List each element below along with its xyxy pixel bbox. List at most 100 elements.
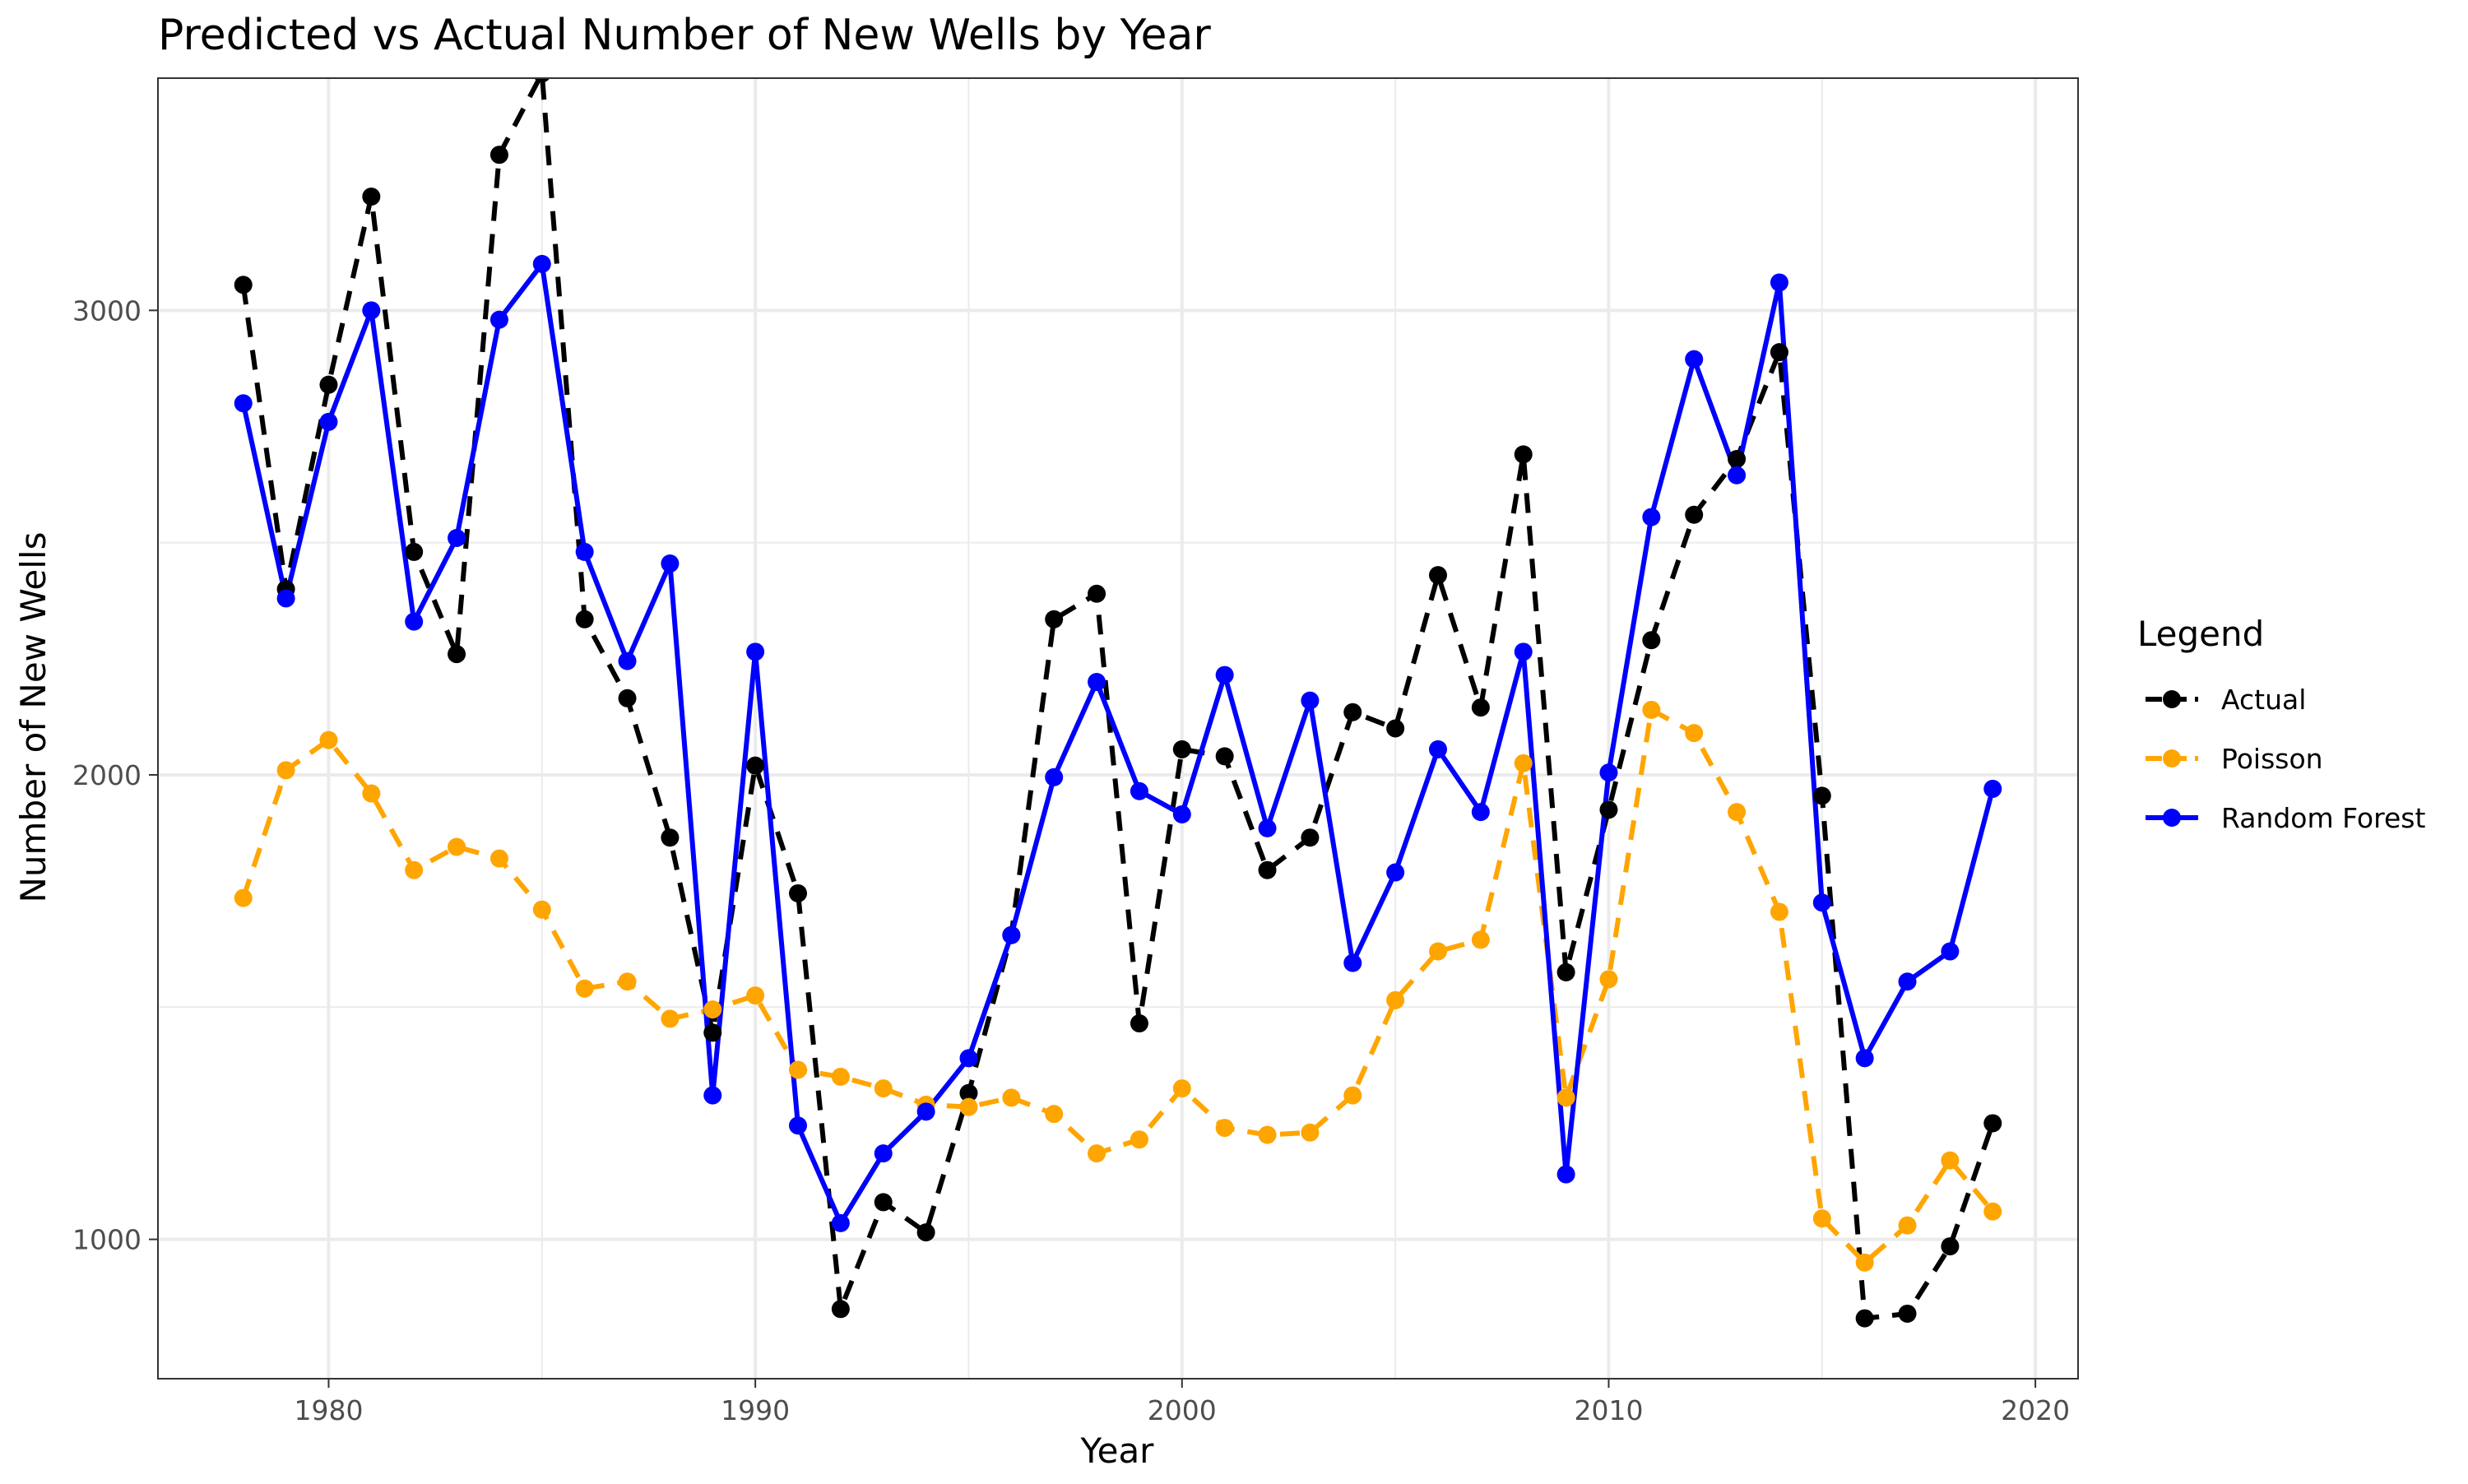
data-point-random-forest [959, 1049, 978, 1068]
data-point-random-forest [1983, 779, 2002, 798]
data-point-poisson [1215, 1119, 1234, 1138]
data-point-actual [1215, 747, 1234, 766]
data-point-poisson [1642, 700, 1661, 719]
data-point-actual [1685, 505, 1704, 524]
data-point-random-forest [276, 589, 295, 608]
data-point-random-forest [831, 1213, 850, 1232]
data-point-actual [1941, 1237, 1960, 1256]
data-point-actual [362, 187, 381, 206]
x-tick-label: 2010 [1574, 1394, 1643, 1426]
data-point-actual [746, 756, 765, 775]
data-point-poisson [831, 1067, 850, 1086]
data-point-random-forest [1386, 863, 1405, 882]
data-point-random-forest [489, 310, 508, 329]
x-tick-label: 2020 [2001, 1394, 2070, 1426]
x-tick-label: 1990 [721, 1394, 790, 1426]
data-point-random-forest [575, 542, 594, 561]
legend-key-point-random-forest [2163, 809, 2181, 827]
data-point-actual [1172, 740, 1191, 758]
data-point-poisson [362, 784, 381, 803]
data-point-actual [1770, 343, 1788, 362]
data-point-actual [234, 276, 253, 294]
data-point-poisson [1728, 803, 1747, 822]
data-point-poisson [1002, 1088, 1021, 1107]
data-point-actual [1898, 1304, 1917, 1323]
data-point-poisson [1812, 1209, 1831, 1228]
data-point-poisson [448, 837, 466, 856]
series-layer [234, 78, 2002, 1328]
data-point-random-forest [532, 254, 551, 273]
data-point-random-forest [1343, 953, 1362, 972]
data-point-actual [1855, 1309, 1874, 1328]
data-point-actual [1983, 1114, 2002, 1133]
legend-label-actual: Actual [2221, 684, 2306, 716]
data-point-actual [489, 146, 508, 165]
data-point-random-forest [405, 612, 424, 631]
data-point-random-forest [703, 1086, 722, 1105]
chart-title: Predicted vs Actual Number of New Wells … [158, 11, 1211, 60]
data-point-random-forest [1215, 665, 1234, 684]
data-point-actual [405, 542, 424, 561]
data-point-poisson [234, 888, 253, 907]
data-point-random-forest [234, 394, 253, 413]
panel-border [157, 77, 2079, 1380]
y-tick-label: 3000 [72, 294, 141, 327]
series-line-actual [240, 78, 1996, 1321]
data-point-actual [1642, 631, 1661, 650]
data-point-poisson [532, 900, 551, 919]
data-point-poisson [874, 1079, 893, 1098]
data-point-random-forest [1514, 642, 1533, 661]
data-point-actual [1599, 800, 1618, 819]
x-axis-label: Year [1080, 1431, 1155, 1471]
data-point-actual [1556, 962, 1575, 981]
data-point-random-forest [1088, 673, 1106, 692]
data-point-random-forest [746, 642, 765, 661]
data-point-random-forest [1941, 942, 1960, 961]
data-point-actual [1812, 786, 1831, 805]
data-point-actual [1088, 584, 1106, 603]
data-point-random-forest [1045, 768, 1064, 786]
data-point-poisson [575, 979, 594, 998]
data-point-poisson [1130, 1130, 1148, 1149]
data-point-random-forest [916, 1102, 935, 1121]
data-point-actual [1130, 1014, 1148, 1033]
data-point-actual [661, 828, 680, 847]
legend-title: Legend [2137, 614, 2264, 654]
data-point-random-forest [789, 1116, 807, 1135]
series-line-random-forest [240, 261, 1996, 1226]
data-point-actual [1045, 610, 1064, 628]
data-point-actual [534, 78, 550, 83]
data-point-actual [959, 1083, 978, 1102]
data-point-random-forest [1130, 781, 1148, 800]
data-point-random-forest [1728, 466, 1747, 485]
data-point-poisson [276, 761, 295, 780]
data-point-poisson [1471, 930, 1490, 949]
data-point-actual [618, 689, 637, 707]
data-point-random-forest [1258, 819, 1277, 837]
legend: Legend Actual Poisson Random Forest [2137, 614, 2425, 834]
data-point-actual [1386, 719, 1405, 738]
data-point-random-forest [1685, 350, 1704, 369]
legend-key-point-poisson [2163, 749, 2181, 768]
data-point-poisson [1599, 970, 1618, 989]
data-point-poisson [703, 1000, 722, 1019]
data-point-poisson [1514, 754, 1533, 772]
data-point-random-forest [319, 412, 338, 431]
legend-key-point-actual [2163, 690, 2181, 708]
data-point-actual [1343, 703, 1362, 721]
data-point-poisson [661, 1009, 680, 1028]
data-point-actual [448, 645, 466, 664]
legend-label-random-forest: Random Forest [2221, 802, 2425, 834]
data-point-random-forest [661, 554, 680, 573]
data-point-poisson [1898, 1216, 1917, 1235]
data-point-poisson [1941, 1151, 1960, 1170]
data-point-random-forest [362, 301, 381, 320]
data-point-poisson [1983, 1202, 2002, 1221]
data-point-poisson [1429, 942, 1447, 961]
data-point-random-forest [1812, 893, 1831, 912]
data-point-poisson [1685, 724, 1704, 743]
plot-area: 1980 1990 2000 2010 2020 1000 2000 3000 [72, 77, 2079, 1426]
x-tick-label: 1980 [294, 1394, 363, 1426]
data-point-actual [916, 1223, 935, 1242]
